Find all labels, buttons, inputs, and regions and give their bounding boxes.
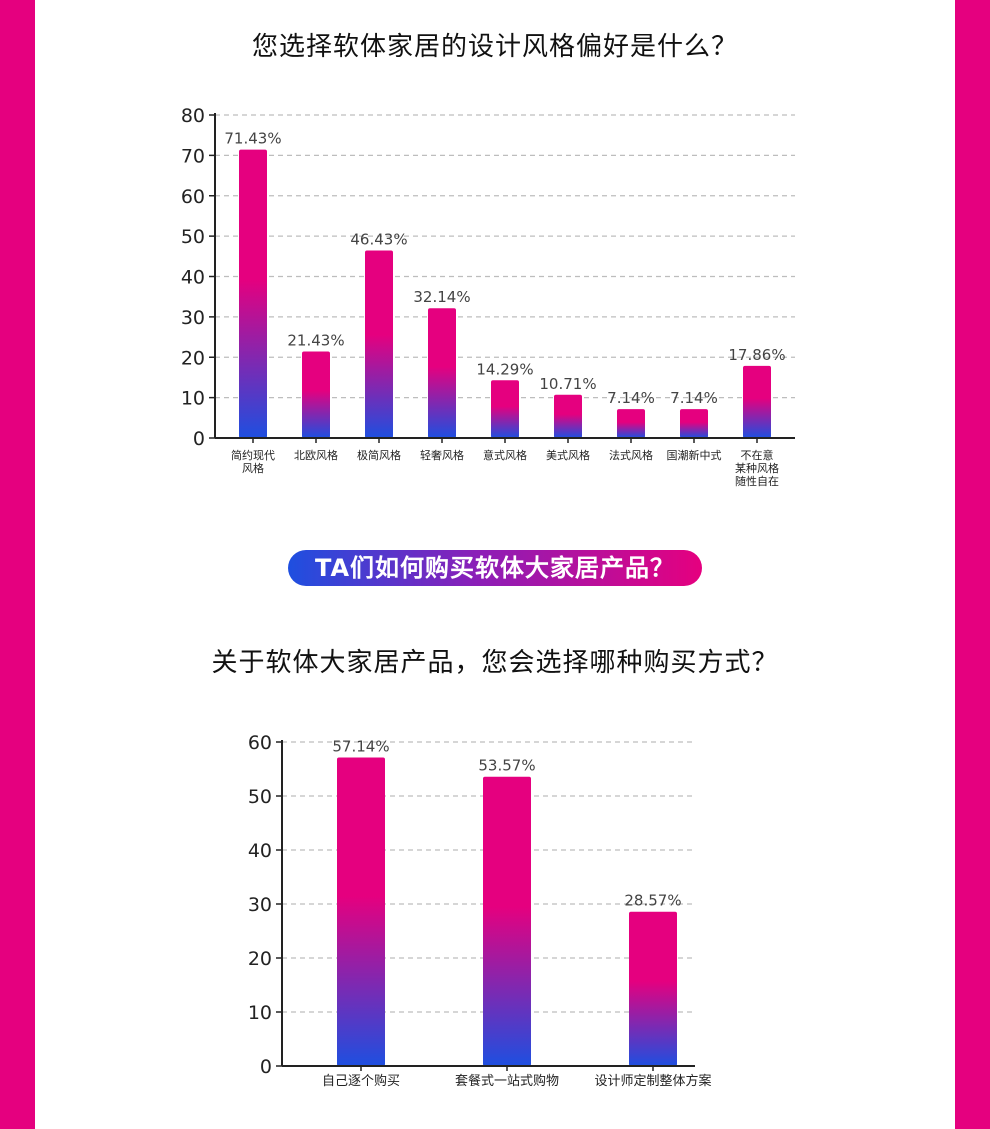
bar: [629, 911, 677, 1066]
category-label: 某种风格: [735, 461, 779, 475]
category-label: 不在意: [741, 448, 774, 462]
y-tick-label: 60: [181, 186, 205, 208]
bar: [365, 250, 393, 438]
category-label: 随性自在: [735, 474, 779, 488]
data-label: 53.57%: [478, 757, 535, 775]
category-label: 北欧风格: [294, 448, 338, 462]
category-label: 极简风格: [357, 448, 401, 462]
data-label: 10.71%: [539, 375, 596, 393]
category-label: 套餐式一站式购物: [455, 1073, 559, 1089]
data-label: 14.29%: [476, 360, 533, 378]
chart-1-title: 您选择软体家居的设计风格偏好是什么？: [251, 32, 738, 62]
category-label: 法式风格: [609, 448, 653, 462]
bar: [680, 409, 708, 438]
y-tick-label: 70: [181, 145, 205, 167]
y-tick-label: 10: [181, 388, 205, 410]
bar: [239, 149, 267, 438]
bar: [617, 409, 645, 438]
data-label: 17.86%: [728, 346, 785, 364]
right-accent-bar: [955, 0, 990, 1129]
y-tick-label: 50: [248, 786, 272, 808]
y-tick-label: 0: [260, 1056, 272, 1078]
bar: [483, 776, 531, 1066]
chart-2-title: 关于软体大家居产品，您会选择哪种购买方式？: [211, 648, 779, 678]
y-tick-label: 50: [181, 226, 205, 248]
y-tick-label: 40: [181, 267, 205, 289]
data-label: 7.14%: [607, 389, 655, 407]
bar: [743, 365, 771, 438]
data-label: 32.14%: [413, 288, 470, 306]
y-tick-label: 20: [181, 347, 205, 369]
y-tick-label: 30: [248, 894, 272, 916]
bar: [554, 394, 582, 438]
category-label: 国潮新中式: [667, 448, 722, 462]
category-label: 风格: [242, 461, 264, 475]
y-tick-label: 20: [248, 948, 272, 970]
category-label: 自己逐个购买: [322, 1073, 400, 1089]
data-label: 21.43%: [287, 331, 344, 349]
y-tick-label: 80: [181, 105, 205, 127]
category-label: 简约现代: [231, 448, 275, 462]
y-tick-label: 0: [193, 428, 205, 450]
category-label: 轻奢风格: [420, 448, 464, 462]
y-tick-label: 10: [248, 1002, 272, 1024]
y-tick-label: 60: [248, 732, 272, 754]
left-accent-bar: [0, 0, 35, 1129]
data-label: 57.14%: [332, 737, 389, 755]
category-label: 设计师定制整体方案: [594, 1073, 711, 1089]
y-tick-label: 40: [248, 840, 272, 862]
bar: [302, 351, 330, 438]
data-label: 7.14%: [670, 389, 718, 407]
data-label: 71.43%: [224, 130, 281, 148]
category-label: 意式风格: [483, 448, 527, 462]
y-tick-label: 30: [181, 307, 205, 329]
category-label: 美式风格: [546, 448, 590, 462]
bar: [337, 757, 385, 1066]
bar: [428, 308, 456, 438]
data-label: 28.57%: [624, 892, 681, 910]
data-label: 46.43%: [350, 231, 407, 249]
bar: [491, 380, 519, 438]
section-pill-heading: TA们如何购买软体大家居产品？: [288, 550, 702, 586]
